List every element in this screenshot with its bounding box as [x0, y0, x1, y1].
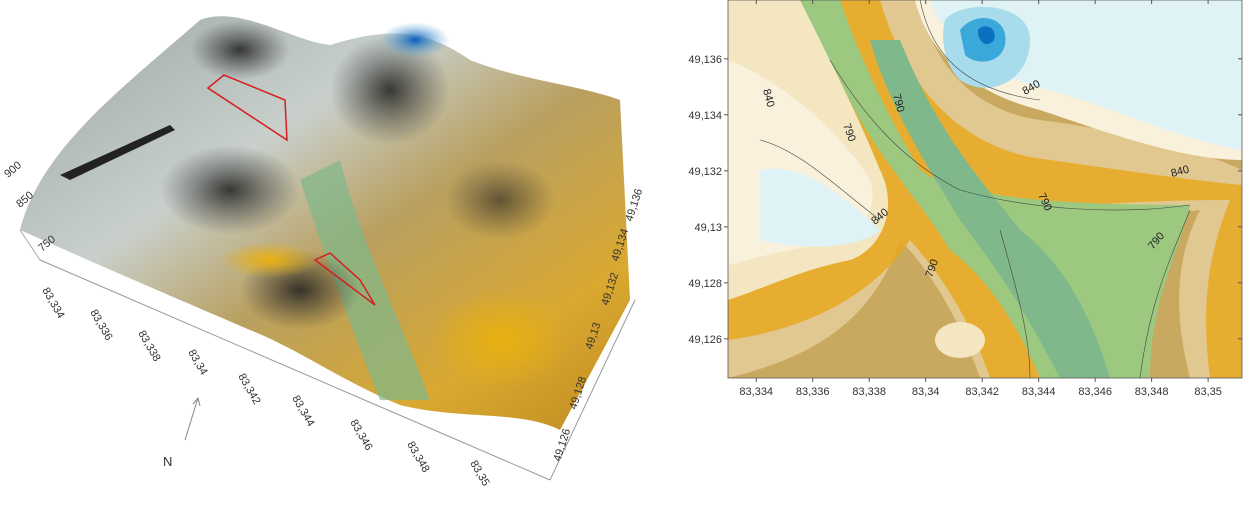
x-tick-label: 83,35 — [1194, 386, 1222, 398]
y-label: 49,136 — [623, 187, 645, 223]
x-label: 83,336 — [87, 308, 114, 343]
x-label: 83,346 — [347, 418, 374, 453]
contour-label: 840 — [760, 88, 776, 109]
y-tick-label: 49,13 — [694, 222, 722, 234]
y-label: 49,126 — [551, 427, 573, 463]
x-tick-label: 83,342 — [965, 386, 999, 398]
x-tick-label: 83,348 — [1135, 386, 1169, 398]
contour-label: 790 — [924, 258, 942, 279]
map-axes: 83,334 83,336 83,338 83,34 83,342 83,344 83,34… — [688, 0, 1242, 398]
y-tick-label: 49,132 — [688, 166, 722, 178]
north-label: N — [163, 454, 172, 469]
x-label: 83,338 — [135, 329, 162, 364]
terrain-3d — [19, 16, 636, 481]
x-label: 83,342 — [235, 372, 262, 407]
x-label: 83,35 — [467, 459, 491, 489]
contour-label: 790 — [890, 93, 906, 114]
y-tick-label: 49,128 — [688, 278, 722, 290]
x-label: 83,34 — [185, 348, 209, 378]
y-tick-label: 49,126 — [688, 334, 722, 346]
contour-label: 790 — [840, 122, 858, 143]
y-tick-label: 49,136 — [688, 54, 722, 66]
x-label: 83,334 — [39, 286, 66, 321]
x-tick-label: 83,336 — [796, 386, 830, 398]
x-label: 83,348 — [404, 440, 431, 475]
map-frame — [727, 0, 1243, 379]
y-tick-label: 49,134 — [688, 110, 722, 122]
x-tick-label: 83,34 — [912, 386, 940, 398]
x-tick-label: 83,346 — [1078, 386, 1112, 398]
x-tick-label: 83,344 — [1022, 386, 1056, 398]
x-tick-label: 83,338 — [852, 386, 886, 398]
z-label: 900 — [2, 159, 24, 180]
contour-label: 840 — [1170, 164, 1191, 180]
x-tick-label: 83,334 — [739, 386, 773, 398]
contour-map — [728, 0, 1242, 378]
x-label: 83,344 — [289, 394, 316, 429]
